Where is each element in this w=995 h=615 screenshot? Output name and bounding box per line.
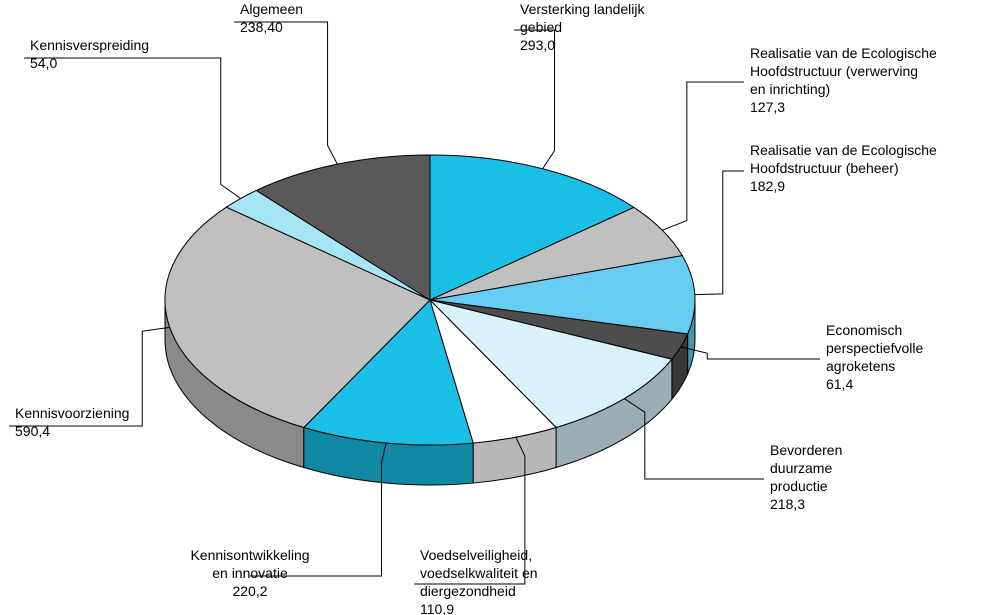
slice-label-1: Realisatie van de EcologischeHoofdstruct…: [750, 45, 937, 115]
slice-label-9: Algemeen238,40: [240, 1, 303, 35]
slice-label-6: Kennisontwikkelingen innovatie220,2: [190, 547, 309, 599]
leader-line-8: [24, 58, 241, 198]
slice-label-2: Realisatie van de EcologischeHoofdstruct…: [750, 142, 937, 194]
slice-label-5: Voedselveiligheid,voedselkwaliteit endie…: [420, 547, 538, 615]
pie-chart: Versterking landelijkgebied293,0 Realisat…: [0, 0, 995, 615]
slice-label-3: Economischperspectiefvolleagroketens61,4: [826, 322, 923, 392]
leader-line-2: [695, 171, 744, 295]
slice-label-8: Kennisverspreiding54,0: [30, 37, 149, 71]
leader-line-1: [662, 82, 744, 230]
leader-line-9: [234, 22, 337, 164]
leader-line-3: [681, 347, 820, 359]
slice-label-7: Kennisvoorziening590,4: [15, 405, 129, 439]
slice-label-4: Bevorderenduurzameproductie218,3: [770, 442, 842, 512]
slice-label-0: Versterking landelijkgebied293,0: [520, 1, 646, 53]
